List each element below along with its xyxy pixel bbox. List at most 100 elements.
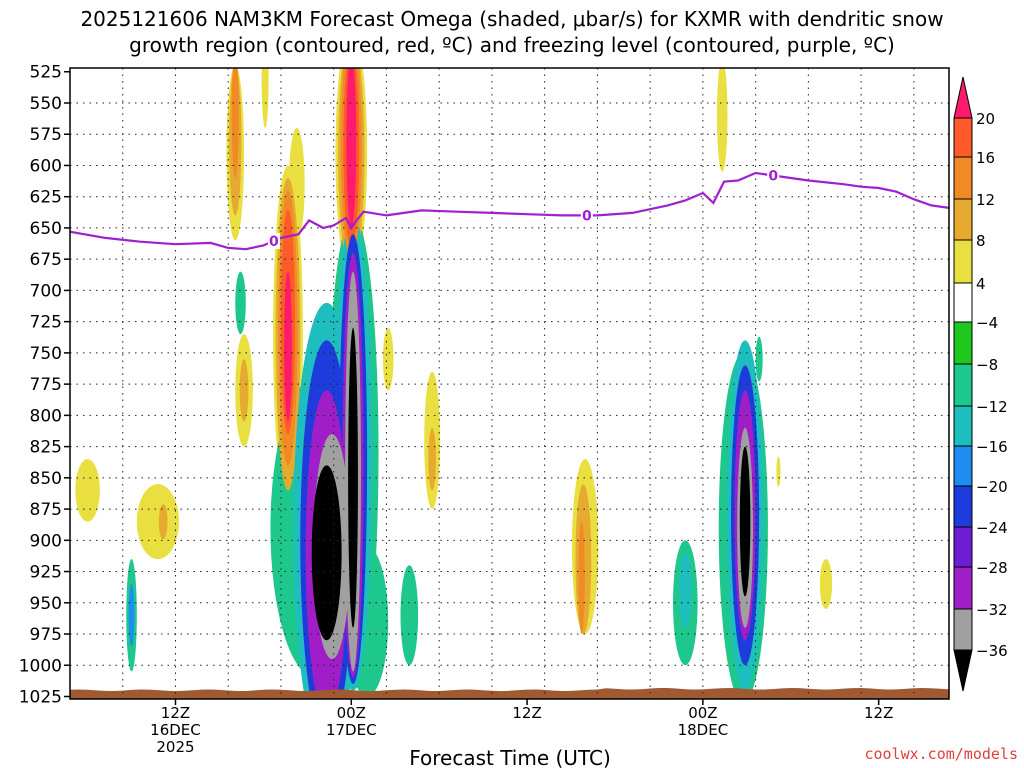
colorbar-segment — [953, 117, 973, 158]
omega-cell — [578, 521, 585, 635]
omega-cell — [776, 456, 781, 487]
freezing-level-label: 0 — [582, 208, 592, 224]
colorbar-cap-top — [953, 76, 973, 119]
omega-cell — [428, 427, 437, 491]
y-tick-label: 775 — [30, 375, 62, 395]
colorbar-label: −12 — [976, 398, 1008, 416]
x-tick-label: 00Z — [688, 704, 717, 722]
colorbar-legend: 20 16 12 8 4 −4 −8 −12 −16 −20 −24 −28 −32 −36 — [953, 76, 1008, 692]
freezing-level-label-bg — [767, 167, 780, 184]
omega-cell — [311, 465, 342, 641]
colorbar-segment — [953, 363, 973, 407]
y-tick-label: 925 — [30, 563, 62, 583]
y-tick-label: 600 — [30, 156, 62, 176]
freezing-level-label-bg — [267, 232, 280, 249]
colorbar-label: 4 — [976, 275, 986, 293]
colorbar-label: −4 — [976, 314, 998, 332]
colorbar-segment — [953, 282, 973, 323]
omega-cell — [739, 446, 751, 597]
omega-cell — [755, 336, 763, 382]
y-tick-label: 875 — [30, 500, 62, 520]
x-tick-label: 2025 — [156, 738, 194, 756]
colorbar-label: −8 — [976, 356, 998, 374]
colorbar-label: 8 — [976, 232, 986, 250]
omega-cell — [128, 584, 135, 647]
y-tick-label: 550 — [30, 94, 62, 114]
omega-cell — [819, 559, 833, 610]
omega-cell — [75, 459, 100, 522]
colorbar-label: −16 — [976, 438, 1008, 456]
chart-title-line1: 2025121606 NAM3KM Forecast Omega (shaded… — [80, 7, 943, 31]
colorbar-segment — [953, 526, 973, 568]
y-tick-label: 1000 — [19, 656, 62, 676]
omega-cell — [348, 327, 358, 628]
y-tick-label: 625 — [30, 188, 62, 208]
y-tick-label: 575 — [30, 125, 62, 145]
chart-title-line2: growth region (contoured, red, ºC) and f… — [129, 33, 895, 57]
colorbar-segment — [953, 608, 973, 651]
colorbar-segment — [953, 239, 973, 284]
plot-area: 0 0 0 — [69, 67, 950, 700]
omega-cell — [716, 68, 728, 172]
omega-cell — [400, 565, 419, 666]
ground-surface — [70, 688, 949, 699]
omega-cell — [679, 552, 692, 628]
x-tick-label: 12Z — [512, 704, 541, 722]
y-tick-label: 975 — [30, 625, 62, 645]
x-tick-label: 12Z — [864, 704, 893, 722]
omega-cell — [231, 68, 239, 178]
y-tick-label: 1025 — [19, 688, 62, 708]
x-tick-label: 18DEC — [678, 721, 729, 739]
y-tick-label: 850 — [30, 469, 62, 489]
y-tick-label: 725 — [30, 313, 62, 333]
omega-cell — [346, 68, 357, 228]
colorbar-label: 16 — [976, 149, 995, 167]
colorbar-label: −24 — [976, 519, 1008, 537]
y-tick-label: 800 — [30, 406, 62, 426]
omega-cell — [284, 271, 292, 422]
omega-shading — [75, 68, 833, 699]
freezing-level-label: 0 — [768, 168, 778, 184]
colorbar-label: 12 — [976, 191, 995, 209]
colorbar-segment — [953, 198, 973, 241]
x-tick-label: 17DEC — [326, 721, 377, 739]
y-tick-label: 650 — [30, 219, 62, 239]
colorbar-cap-bottom — [953, 649, 973, 692]
colorbar-label: −32 — [976, 601, 1008, 619]
colorbar-segment — [953, 566, 973, 610]
freezing-level-contour: 0 0 0 — [70, 167, 949, 251]
colorbar-label: −20 — [976, 478, 1008, 496]
omega-cell — [136, 484, 179, 560]
colorbar-segment — [953, 405, 973, 447]
colorbar-label: −28 — [976, 559, 1008, 577]
omega-cell — [235, 271, 246, 335]
y-tick-label: 750 — [30, 344, 62, 364]
x-tick-label: 12Z — [161, 704, 190, 722]
y-tick-label: 825 — [30, 438, 62, 458]
colorbar-segment — [953, 156, 973, 200]
omega-cell — [239, 359, 249, 422]
colorbar-segment — [953, 321, 973, 365]
y-tick-label: 900 — [30, 531, 62, 551]
y-tick-label: 525 — [30, 63, 62, 83]
colorbar-segment — [953, 485, 973, 528]
y-tick-label: 700 — [30, 281, 62, 301]
colorbar-segment — [953, 445, 973, 487]
colorbar-label: 20 — [976, 110, 995, 128]
plot-frame — [69, 67, 950, 700]
y-tick-label: 675 — [30, 250, 62, 270]
x-tick-label: 16DEC — [150, 721, 201, 739]
site-credit: coolwx.com/models — [864, 745, 1018, 763]
colorbar-label: −36 — [976, 642, 1008, 660]
omega-cell — [261, 68, 269, 128]
omega-cell — [382, 327, 394, 391]
gridlines — [70, 68, 949, 699]
y-axis: 525 550 575 600 625 650 675 700 725 750 775 800 825 8… — [19, 63, 70, 708]
freezing-level-label: 0 — [269, 234, 279, 250]
omega-cell — [158, 504, 168, 540]
x-tick-label: 00Z — [337, 704, 366, 722]
freezing-level-line — [70, 171, 949, 251]
y-tick-label: 950 — [30, 594, 62, 614]
